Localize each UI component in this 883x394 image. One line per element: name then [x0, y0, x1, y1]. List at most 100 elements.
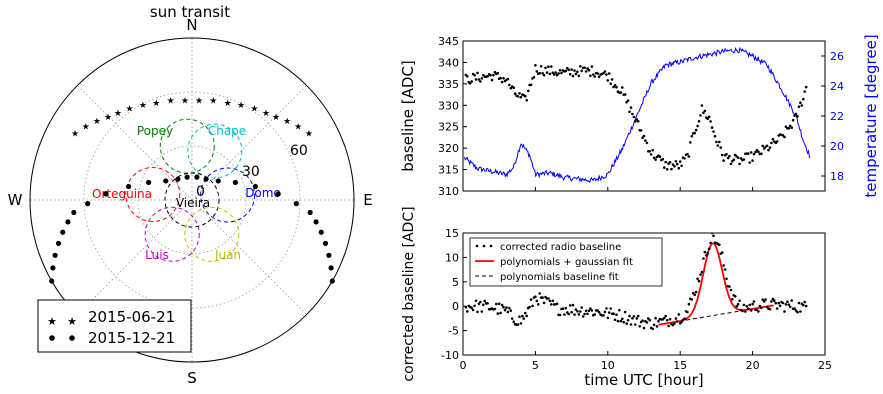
baseline-point [558, 69, 562, 72]
baseline-point [716, 144, 720, 147]
baseline-point [791, 118, 795, 122]
corrected-point [745, 305, 749, 308]
polar-legend: ★ ★ 2015-06-21 2015-12-21 [37, 299, 192, 353]
corrected-point [747, 307, 750, 311]
polar-spoke [77, 85, 193, 201]
corrected-point [694, 290, 698, 294]
baseline-point [699, 114, 702, 117]
corrected-point [586, 312, 589, 316]
polar-legend-label-summer: 2015-06-21 [88, 308, 175, 326]
summer-point: ★ [195, 96, 203, 106]
baseline-point [621, 86, 624, 89]
bottom-legend: corrected radio baseline polynomials + g… [469, 237, 663, 287]
baseline-point [466, 74, 469, 78]
corrected-point [702, 257, 705, 260]
baseline-point [639, 129, 643, 132]
top-x-ticks [462, 187, 826, 191]
top-ytick-label: 315 [438, 164, 459, 177]
corrected-point [495, 302, 498, 306]
corrected-point [645, 321, 649, 324]
corrected-point [612, 312, 615, 316]
corrected-point [696, 277, 699, 281]
corrected-point [587, 309, 591, 313]
corrected-point [497, 302, 501, 306]
baseline-point [479, 80, 482, 83]
corrected-point [725, 277, 728, 281]
corrected-point [477, 302, 481, 306]
baseline-point [661, 157, 665, 161]
corrected-point [697, 279, 701, 283]
corrected-point [654, 316, 657, 320]
station-circle-orteguina [125, 166, 181, 222]
corrected-point [605, 307, 608, 310]
corrected-baseline-points [464, 233, 808, 331]
top-ytick-label: 345 [438, 35, 459, 48]
baseline-point [542, 73, 546, 77]
corrected-point [663, 316, 666, 320]
winter-point [232, 179, 238, 186]
corrected-point [687, 302, 691, 306]
baseline-point [502, 77, 505, 80]
winter-point [293, 201, 299, 207]
corrected-point [733, 295, 737, 298]
bottom-ytick-label: 5 [452, 276, 459, 289]
baseline-point [761, 144, 764, 148]
baseline-point [615, 85, 618, 89]
corrected-point [764, 298, 767, 301]
legend-marker-star-2: ★ [67, 315, 77, 328]
baseline-point [718, 140, 721, 144]
corrected-point [529, 298, 533, 301]
baseline-point [512, 86, 515, 89]
winter-point [318, 229, 324, 235]
baseline-point [728, 154, 731, 158]
corrected-point [699, 273, 702, 276]
corrected-point [534, 295, 537, 299]
summer-point: ★ [104, 113, 112, 123]
corrected-point [642, 326, 646, 330]
baseline-point [668, 161, 672, 164]
corrected-point [794, 309, 798, 312]
winter-point [126, 183, 132, 190]
baseline-point [506, 77, 510, 81]
baseline-point [726, 156, 730, 160]
corrected-point [796, 310, 799, 314]
legend-label-baseline-fit: polynomials baseline fit [500, 272, 619, 283]
bottom-plot-frame [462, 232, 826, 356]
bottom-legend-box [469, 237, 663, 287]
baseline-point [570, 68, 573, 71]
corrected-point [790, 299, 793, 302]
baseline-point [803, 90, 806, 93]
corrected-point [707, 247, 711, 251]
corrected-point [542, 301, 546, 305]
baseline-point [628, 110, 631, 114]
corrected-point [784, 303, 788, 306]
station-circle-domo [200, 167, 256, 223]
corrected-point [547, 297, 550, 300]
baseline-point [702, 111, 705, 115]
corrected-point [574, 308, 578, 311]
baseline-point [796, 115, 799, 118]
winter-point [275, 191, 281, 197]
summer-point: ★ [283, 117, 291, 127]
baseline-point [567, 68, 570, 72]
baseline-point [651, 148, 654, 152]
winter-point [322, 240, 329, 246]
station-label-domo: Domo [245, 186, 281, 200]
corrected-point [618, 308, 621, 312]
winter-point [328, 265, 334, 271]
corrected-point [538, 292, 541, 295]
corrected-point [551, 299, 555, 303]
corrected-point [568, 304, 572, 307]
winter-point [203, 176, 209, 182]
corrected-point [508, 306, 511, 310]
bottom-x-ticks: 0 5 10 15 20 25 [460, 351, 832, 372]
summer-point: ★ [272, 113, 280, 123]
top-ylabel-right: temperature [degree] [862, 34, 880, 197]
top-right-ytick-label: 20 [830, 140, 844, 153]
baseline-point [748, 161, 751, 164]
baseline-point [519, 95, 523, 99]
baseline-point [663, 166, 666, 169]
baseline-point [725, 152, 728, 156]
baseline-point [580, 69, 583, 73]
